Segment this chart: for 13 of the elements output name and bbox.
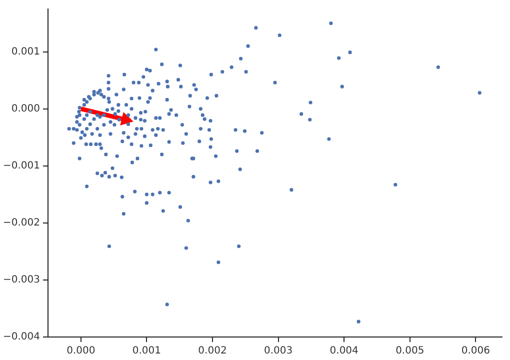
y-tick-label: 0.000: [11, 103, 40, 114]
y-tick-label: −0.001: [2, 160, 40, 172]
y-tick-label: −0.002: [2, 218, 40, 229]
x-tick-label: 0.006: [461, 346, 490, 357]
x-tick-label: 0.000: [66, 346, 96, 357]
y-tick-label: −0.003: [2, 274, 40, 286]
x-tick-label: 0.001: [132, 346, 162, 357]
x-tick-label: 0.003: [264, 346, 293, 357]
x-tick-label: 0.005: [396, 346, 424, 357]
y-tick-label: −0.004: [2, 332, 40, 343]
x-tick-label: 0.004: [330, 346, 358, 357]
y-tick-label: 0.001: [11, 46, 40, 58]
x-tick-label: 0.002: [198, 346, 227, 357]
